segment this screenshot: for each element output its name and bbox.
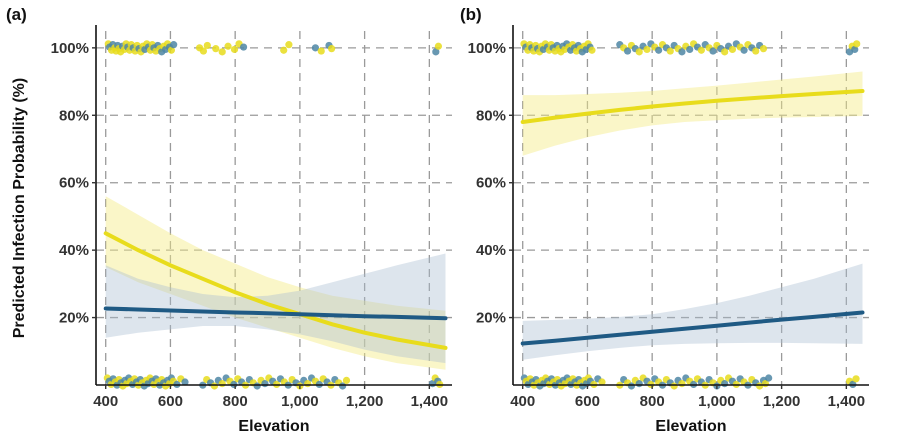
observation-point-top (199, 47, 208, 55)
observation-point-top (728, 45, 737, 54)
observation-point-top (170, 41, 178, 49)
x-tick-label: 800 (640, 393, 665, 410)
series-line-yellow (103, 231, 448, 350)
observation-point-top (643, 45, 651, 54)
observation-point-top (328, 45, 336, 53)
observation-point-top (317, 47, 325, 55)
observation-point-top (752, 47, 760, 55)
y-tick-label: 40% (59, 242, 89, 259)
observation-point-bottom (181, 378, 189, 386)
x-tick-label: 1,200 (763, 393, 801, 410)
panel-b: (b) Elevation 20% 40% 60% 80% 100% 400 600 800 1… (460, 5, 869, 435)
panel-b-x-axis-title: Elevation (655, 418, 726, 435)
observation-point-top (588, 46, 596, 54)
observation-point-top (285, 41, 293, 49)
y-tick-label: 60% (59, 175, 89, 192)
x-tick-label: 1,000 (281, 393, 319, 410)
observation-point-top (311, 44, 320, 52)
series-line-yellow (520, 89, 865, 124)
observation-point-bottom (342, 376, 351, 384)
observation-point-top (623, 47, 632, 55)
observation-point-top (666, 47, 674, 55)
y-tick-label: 100% (51, 40, 89, 57)
observation-point-top (239, 43, 248, 51)
x-tick-label: 400 (93, 393, 118, 410)
panel-b-label: (b) (460, 5, 482, 24)
confidence-band-blue (522, 263, 863, 360)
observation-point-top (697, 46, 705, 54)
y-tick-label: 80% (476, 107, 506, 124)
observation-point-top (167, 46, 176, 54)
confidence-band-yellow (105, 196, 446, 370)
observation-point-top (218, 48, 226, 56)
observation-point-top (432, 48, 440, 56)
series-line-blue (520, 310, 865, 346)
observation-point-top (280, 46, 288, 54)
y-tick-label: 20% (476, 310, 506, 327)
y-tick-label: 20% (59, 310, 89, 327)
observation-point-top (635, 48, 643, 56)
observation-point-top (853, 40, 861, 48)
observation-point-top (212, 45, 220, 53)
observation-point-top (434, 42, 443, 50)
x-tick-label: 600 (158, 393, 183, 410)
observation-point-bottom (765, 374, 773, 382)
observation-point-top (203, 41, 211, 50)
observation-point-bottom (598, 378, 606, 386)
confidence-band-yellow (522, 71, 863, 156)
observation-point-top (721, 48, 729, 56)
x-tick-label: 1,000 (698, 393, 736, 410)
panel-a-label: (a) (6, 5, 27, 24)
observation-point-top (224, 42, 232, 50)
panel-a-x-axis-title: Elevation (238, 418, 309, 435)
x-tick-label: 800 (223, 393, 248, 410)
y-tick-label: 100% (468, 40, 506, 57)
observation-point-top (655, 46, 663, 54)
y-axis-title: Predicted Infection Probability (%) (11, 78, 28, 338)
y-tick-label: 80% (59, 107, 89, 124)
observation-point-top (678, 48, 686, 56)
x-tick-label: 1,400 (828, 393, 866, 410)
observation-point-top (709, 47, 717, 55)
x-tick-label: 600 (575, 393, 600, 410)
observation-point-top (759, 45, 768, 53)
observation-point-bottom (852, 375, 860, 383)
x-tick-label: 1,200 (346, 393, 384, 410)
observation-point-top (230, 45, 239, 54)
y-tick-label: 60% (476, 175, 506, 192)
observation-point-top (686, 45, 694, 54)
observation-point-top (851, 45, 859, 54)
y-tick-label: 40% (476, 242, 506, 259)
series-line-blue (103, 306, 448, 321)
x-tick-label: 400 (510, 393, 535, 410)
x-tick-label: 1,400 (411, 393, 449, 410)
panel-a: (a) Elevation 20% 40% 60% 80% 100% 400 600 800 1… (6, 5, 452, 435)
observation-point-top (740, 46, 748, 54)
